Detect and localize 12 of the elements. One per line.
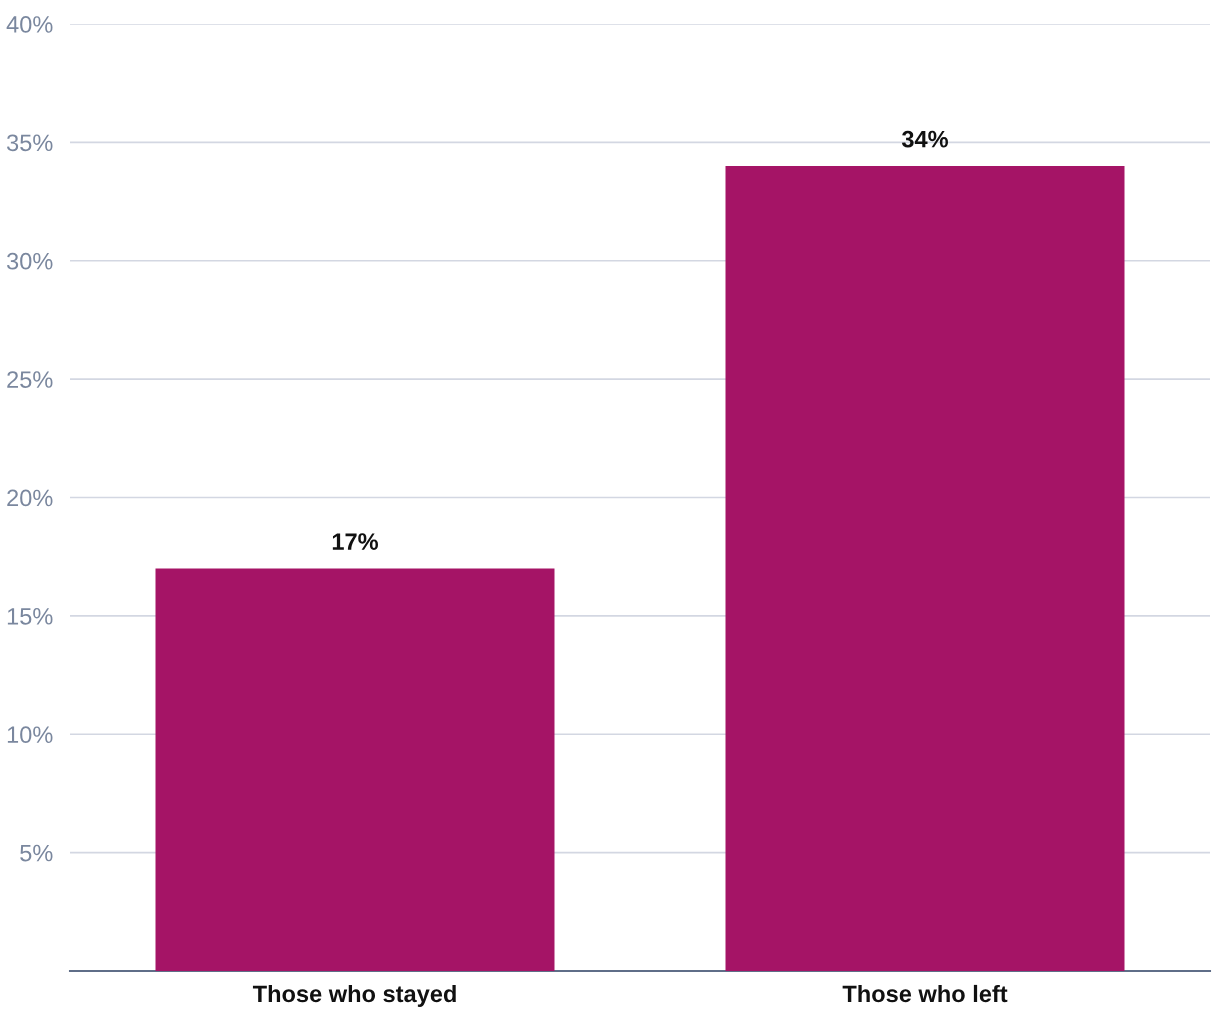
y-tick-label: 30% — [6, 252, 53, 270]
data-label: 17% — [332, 533, 379, 550]
data-label: 34% — [901, 130, 949, 148]
y-tick-label: 20% — [7, 489, 53, 507]
y-tick-label: 10% — [7, 726, 53, 744]
y-tick-label: 35% — [6, 134, 53, 152]
y-tick-label: 40% — [6, 16, 53, 33]
y-tick-label: 15% — [7, 608, 53, 625]
y-tick-label: 5% — [20, 844, 53, 862]
y-tick-label: 25% — [7, 371, 53, 388]
x-tick-label: Those who stayed — [252, 984, 456, 1007]
x-tick-label: Those who left — [842, 984, 1008, 1003]
